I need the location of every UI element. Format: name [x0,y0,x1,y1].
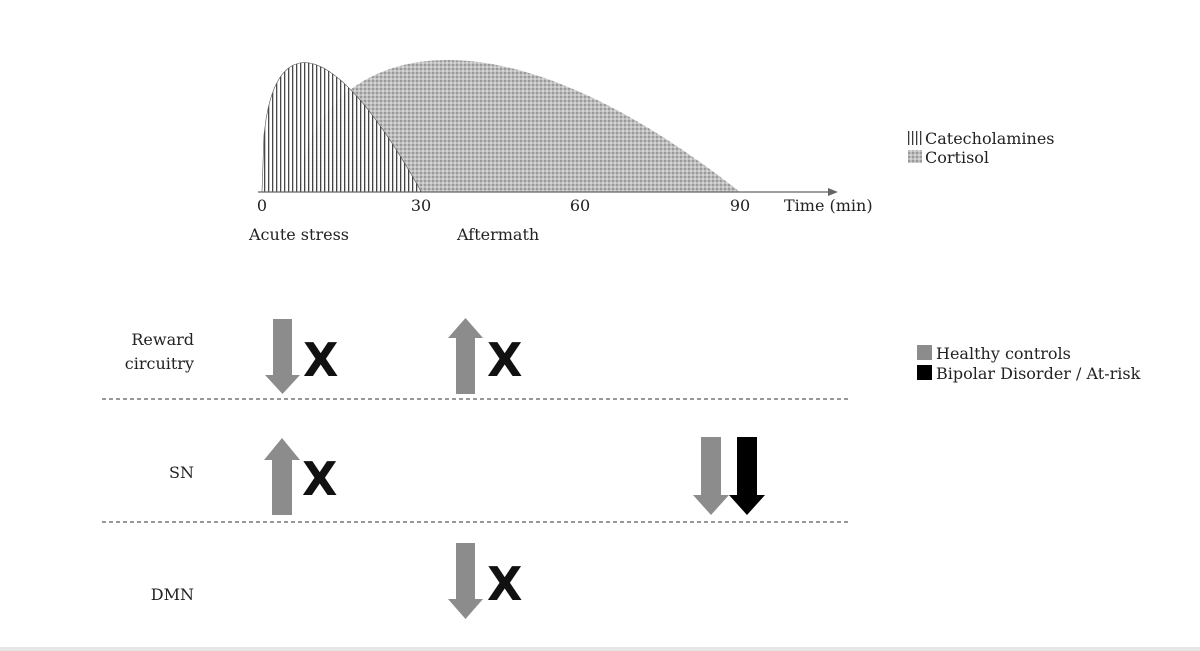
cortisol-curve [299,60,740,192]
row-label-dmn: DMN [151,585,194,604]
row-label-reward-line1: Reward [131,330,194,349]
legend-healthy-controls: Healthy controls [936,344,1071,363]
reward-acute-healthy-arrow-down [265,319,300,394]
reward-aftermath-x-marker: X [487,333,522,387]
phase-label-aftermath: Aftermath [456,225,539,244]
row-label-sn: SN [169,463,194,482]
x-tick-30: 30 [411,196,431,215]
dmn-aftermath-x-marker: X [487,557,522,611]
row-label-reward-line2: circuitry [125,354,194,373]
cortisol-swatch [908,150,922,163]
group-legend: Healthy controls Bipolar Disorder / At-r… [917,344,1141,383]
legend-cortisol: Cortisol [925,148,989,167]
hormone-curves-chart: 0 30 60 90 Time (min) Acute stress After… [248,60,873,244]
sn-acute-healthy-arrow-up [264,438,300,515]
healthy-swatch [917,345,932,360]
hormone-legend: Catecholamines Cortisol [908,129,1055,167]
time-axis-arrowhead [828,188,838,196]
legend-bipolar-at-risk: Bipolar Disorder / At-risk [936,364,1141,383]
x-tick-0: 0 [257,196,267,215]
x-tick-60: 60 [570,196,590,215]
dmn-aftermath-healthy-arrow-down [448,543,483,619]
bottom-border [0,647,1200,651]
bipolar-swatch [917,365,932,380]
reward-aftermath-healthy-arrow-up [448,318,483,394]
catecholamines-curve [261,62,422,193]
reward-acute-x-marker: X [303,333,338,387]
x-axis-label: Time (min) [784,196,873,215]
sn-late-healthy-arrow-down [693,437,729,515]
x-tick-90: 90 [730,196,750,215]
legend-catecholamines: Catecholamines [925,129,1055,148]
phase-label-acute-stress: Acute stress [248,225,349,244]
row-labels: Reward circuitry SN DMN [125,330,194,604]
catecholamines-swatch [908,131,922,145]
sn-late-bipolar-arrow-down [729,437,765,515]
sn-acute-x-marker: X [302,452,337,506]
